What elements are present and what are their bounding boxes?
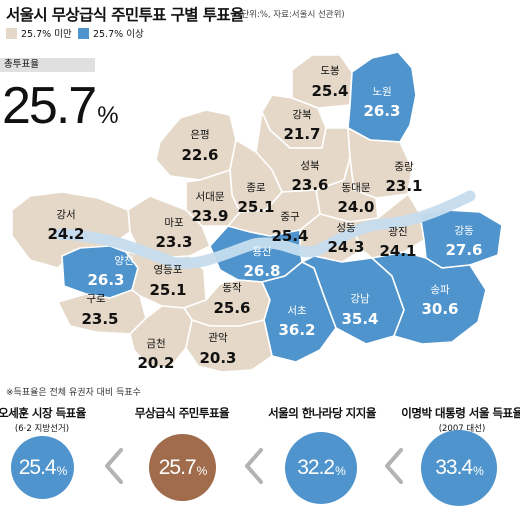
comparison-sub-mayor: (6·2 지방선거) bbox=[14, 424, 70, 434]
district-shape-songpa[interactable] bbox=[371, 251, 487, 345]
district-value-gangbuk: 21.7 bbox=[283, 125, 320, 143]
comparison-sub-president: (2007 대선) bbox=[438, 424, 486, 434]
district-label-songpa: 송파 bbox=[430, 284, 450, 296]
district-label-yangcheon: 양천 bbox=[114, 255, 133, 267]
comparison-value-mayor: 25.4 bbox=[18, 455, 57, 479]
district-shape-seocho[interactable] bbox=[261, 261, 337, 363]
district-value-seocho: 36.2 bbox=[278, 321, 315, 339]
district-label-eunpyeong: 은평 bbox=[190, 129, 209, 141]
comparison-circle-president: 33.4% bbox=[421, 430, 497, 506]
comparison-title-party: 서울의 한나라당 지지율 bbox=[268, 406, 376, 420]
district-value-dobong: 25.4 bbox=[311, 82, 348, 100]
district-label-geumcheon: 금천 bbox=[146, 338, 165, 350]
district-value-yeongdeungpo: 25.1 bbox=[149, 281, 186, 299]
comparison-value-referendum: 25.7 bbox=[158, 455, 197, 479]
less-than-chevron-icon bbox=[385, 448, 403, 484]
district-label-jung: 중구 bbox=[280, 211, 300, 223]
total-turnout-unit: % bbox=[97, 102, 118, 129]
district-label-seongbuk: 성북 bbox=[300, 160, 320, 172]
legend-swatch-low bbox=[6, 27, 17, 39]
district-label-yongsan: 용산 bbox=[252, 246, 272, 258]
map-title: 서울시 무상급식 주민투표 구별 투표율 bbox=[6, 6, 244, 24]
district-label-gangseo: 강서 bbox=[56, 209, 75, 221]
district-value-songpa: 30.6 bbox=[421, 300, 458, 318]
district-value-eunpyeong: 22.6 bbox=[181, 146, 218, 164]
district-label-seongdong: 성동 bbox=[336, 222, 356, 234]
district-label-guro: 구로 bbox=[86, 293, 106, 305]
district-shape-guro[interactable] bbox=[57, 289, 147, 335]
district-value-dongjak: 25.6 bbox=[213, 299, 250, 317]
district-shape-gangdong[interactable] bbox=[419, 209, 503, 269]
district-label-gangnam: 강남 bbox=[350, 293, 370, 305]
legend-item-high: 25.7% 이상 bbox=[78, 26, 144, 40]
district-value-nowon: 26.3 bbox=[363, 102, 400, 120]
district-label-mapo: 마포 bbox=[164, 217, 184, 229]
less-than-chevron-icon bbox=[245, 448, 263, 484]
district-label-jungnang: 중랑 bbox=[394, 161, 414, 173]
district-label-yeongdeungpo: 영등포 bbox=[154, 264, 183, 276]
district-label-nowon: 노원 bbox=[372, 86, 391, 98]
comparison-unit-party: % bbox=[335, 464, 346, 478]
han-river bbox=[54, 190, 476, 269]
district-label-gangdong: 강동 bbox=[454, 225, 474, 237]
district-value-guro: 23.5 bbox=[81, 310, 118, 328]
district-value-jungnang: 23.1 bbox=[385, 177, 422, 195]
district-value-jung: 25.4 bbox=[271, 227, 308, 245]
district-value-jongno: 25.1 bbox=[237, 198, 274, 216]
legend-label-low: 25.7% 미만 bbox=[21, 29, 72, 40]
district-value-mapo: 23.3 bbox=[155, 233, 192, 251]
district-value-gangseo: 24.2 bbox=[47, 225, 84, 243]
district-label-gwangjin: 광진 bbox=[388, 226, 407, 238]
district-value-yongsan: 26.8 bbox=[243, 262, 280, 280]
total-turnout-number: 25.7 bbox=[2, 77, 97, 135]
district-value-seongdong: 24.3 bbox=[327, 238, 364, 256]
comparison-title-president: 이명박 대통령 서울 득표율 bbox=[401, 406, 520, 420]
total-turnout-label: 총투표율 bbox=[0, 58, 95, 72]
comparison-circle-party: 32.2% bbox=[285, 432, 357, 504]
comparison-title-mayor: 오세훈 시장 득표율 bbox=[0, 406, 86, 420]
district-label-gwanak: 관악 bbox=[208, 332, 228, 344]
district-value-gangnam: 35.4 bbox=[341, 310, 378, 328]
legend-item-low: 25.7% 미만 bbox=[6, 26, 72, 40]
district-value-gwangjin: 24.1 bbox=[379, 242, 416, 260]
district-value-gwanak: 20.3 bbox=[199, 349, 236, 367]
district-value-dongdaemun: 24.0 bbox=[337, 198, 374, 216]
comparison-circle-referendum: 25.7% bbox=[149, 434, 216, 501]
comparison-value-party: 32.2 bbox=[297, 456, 335, 479]
district-value-yangcheon: 26.3 bbox=[87, 271, 124, 289]
district-label-seocho: 서초 bbox=[287, 305, 307, 317]
district-value-seodaemun: 23.9 bbox=[191, 207, 228, 225]
district-label-jongno: 종로 bbox=[246, 182, 266, 194]
legend-label-high: 25.7% 이상 bbox=[93, 29, 144, 40]
comparison-unit-referendum: % bbox=[196, 463, 208, 478]
total-turnout-value: 25.7% bbox=[2, 77, 119, 135]
district-label-dongdaemun: 동대문 bbox=[342, 182, 371, 194]
footnote: ※득표율은 전체 유권자 대비 득표수 bbox=[6, 388, 141, 398]
comparison-unit-president: % bbox=[473, 464, 484, 478]
district-value-seongbuk: 23.6 bbox=[291, 176, 328, 194]
comparison-value-president: 33.4 bbox=[435, 456, 473, 479]
district-shape-mapo[interactable] bbox=[127, 195, 211, 259]
comparison-title-referendum: 무상급식 주민투표율 bbox=[134, 406, 230, 420]
district-label-dongjak: 동작 bbox=[222, 282, 242, 294]
source-note: (단위:%, 자료:서울시 선관위) bbox=[238, 10, 345, 20]
district-label-dobong: 도봉 bbox=[320, 65, 340, 77]
less-than-chevron-icon bbox=[105, 448, 123, 484]
district-value-geumcheon: 20.2 bbox=[137, 354, 174, 372]
comparison-unit-mayor: % bbox=[56, 463, 68, 478]
comparison-circle-mayor: 25.4% bbox=[11, 436, 74, 499]
district-value-gangdong: 27.6 bbox=[445, 241, 482, 259]
district-shape-gwanak[interactable] bbox=[185, 319, 273, 373]
legend-swatch-high bbox=[78, 27, 89, 39]
district-shape-nowon[interactable] bbox=[347, 51, 417, 143]
district-shape-eunpyeong[interactable] bbox=[155, 109, 237, 181]
district-label-seodaemun: 서대문 bbox=[196, 191, 225, 203]
district-label-gangbuk: 강북 bbox=[292, 109, 312, 121]
